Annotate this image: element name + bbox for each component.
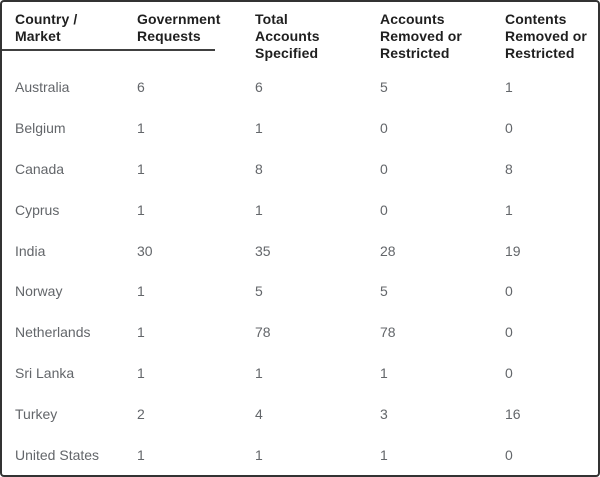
cell-country: Turkey [15,405,58,422]
cell-total-accounts-specified: 8 [255,160,263,177]
cell-government-requests: 2 [137,405,145,422]
cell-accounts-removed: 5 [380,283,388,300]
cell-accounts-removed: 0 [380,120,388,137]
cell-country: Australia [15,79,70,96]
cell-total-accounts-specified: 1 [255,120,263,137]
cell-total-accounts-specified: 78 [255,324,271,341]
header-underline [2,49,215,51]
cell-total-accounts-specified: 1 [255,446,263,463]
cell-contents-removed: 0 [505,446,513,463]
cell-total-accounts-specified: 4 [255,405,263,422]
cell-country: Cyprus [15,201,60,218]
cell-contents-removed: 0 [505,364,513,381]
cell-accounts-removed: 78 [380,324,396,341]
column-header-government-requests: Government Requests [137,11,221,44]
cell-accounts-removed: 5 [380,79,388,96]
cell-total-accounts-specified: 6 [255,79,263,96]
cell-government-requests: 1 [137,283,145,300]
cell-government-requests: 30 [137,242,153,259]
cell-accounts-removed: 0 [380,201,388,218]
cell-government-requests: 1 [137,160,145,177]
cell-total-accounts-specified: 1 [255,364,263,381]
cell-contents-removed: 16 [505,405,521,422]
cell-government-requests: 1 [137,364,145,381]
cell-country: India [15,242,46,259]
cell-accounts-removed: 1 [380,446,388,463]
cell-total-accounts-specified: 5 [255,283,263,300]
cell-contents-removed: 0 [505,283,513,300]
column-header-contents-removed-or-restricted: Contents Removed or Restricted [505,11,587,61]
cell-total-accounts-specified: 1 [255,201,263,218]
cell-country: Sri Lanka [15,364,75,381]
cell-country: Canada [15,160,65,177]
cell-government-requests: 1 [137,120,145,137]
cell-accounts-removed: 1 [380,364,388,381]
cell-contents-removed: 8 [505,160,513,177]
cell-country: United States [15,446,100,463]
column-header-accounts-removed-or-restricted: Accounts Removed or Restricted [380,11,462,61]
cell-country: Belgium [15,120,66,137]
cell-government-requests: 1 [137,324,145,341]
cell-contents-removed: 1 [505,201,513,218]
cell-accounts-removed: 28 [380,242,396,259]
cell-accounts-removed: 3 [380,405,388,422]
cell-government-requests: 6 [137,79,145,96]
cell-country: Netherlands [15,324,91,341]
cell-contents-removed: 0 [505,120,513,137]
cell-total-accounts-specified: 35 [255,242,271,259]
cell-contents-removed: 19 [505,242,521,259]
cell-country: Norway [15,283,63,300]
cell-contents-removed: 0 [505,324,513,341]
column-header-country-market: Country / Market [15,11,78,44]
cell-contents-removed: 1 [505,79,513,96]
cell-government-requests: 1 [137,201,145,218]
column-header-total-accounts-specified: Total Accounts Specified [255,11,320,61]
cell-accounts-removed: 0 [380,160,388,177]
cell-government-requests: 1 [137,446,145,463]
